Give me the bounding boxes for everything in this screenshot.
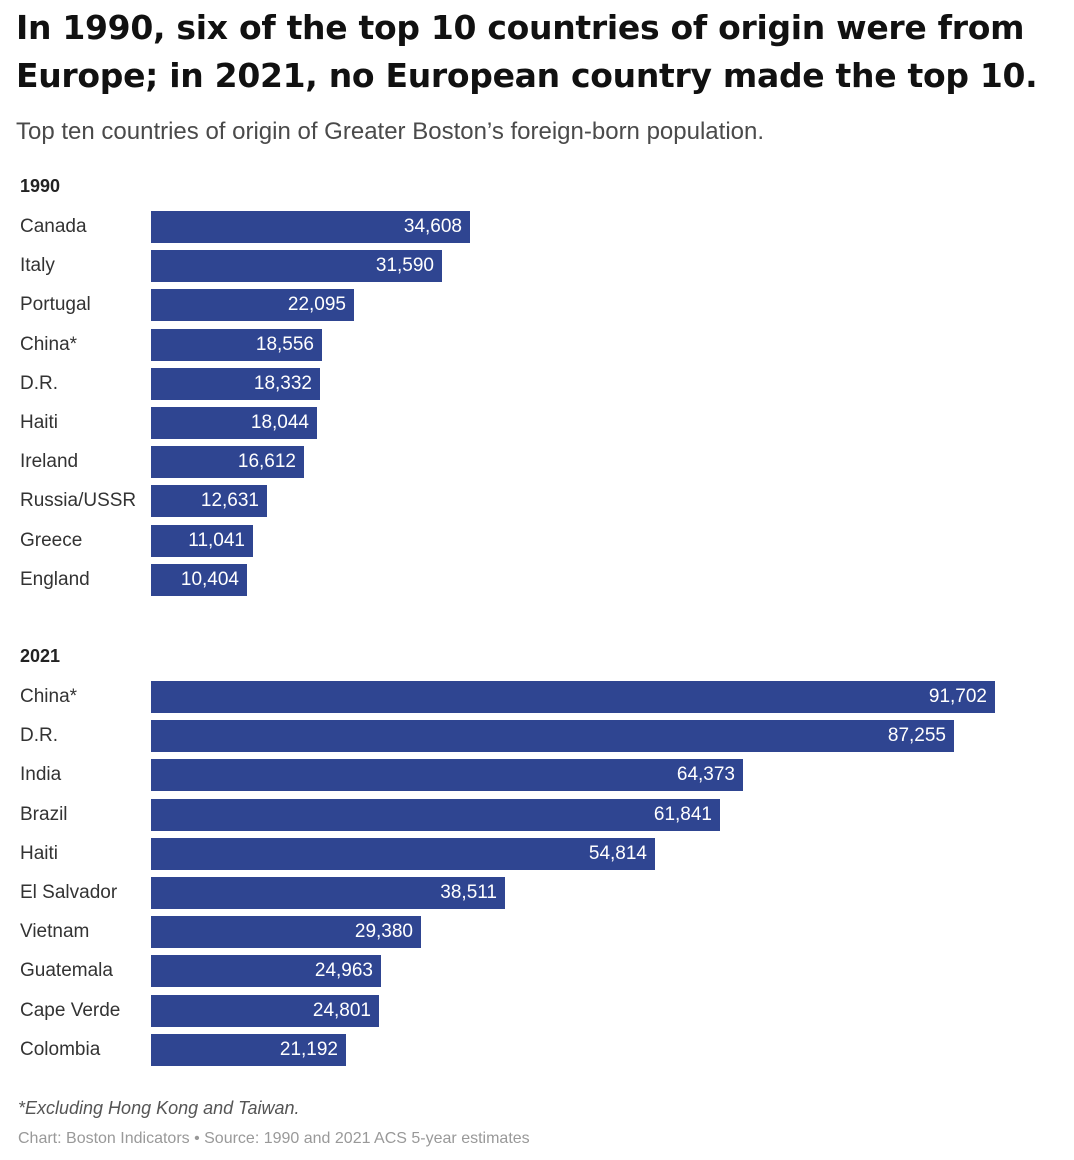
category-label-1990-haiti: Haiti xyxy=(20,412,59,433)
category-label-1990-ireland: Ireland xyxy=(20,451,79,472)
category-label-1990-china: China* xyxy=(20,334,78,355)
bar-2021-colombia xyxy=(151,1034,346,1066)
category-label-1990-england: England xyxy=(20,569,90,590)
bar-1990-canada xyxy=(151,211,470,243)
bar-2021-vietnam xyxy=(151,916,421,948)
bar-1990-haiti xyxy=(151,407,317,439)
value-label-1990-china: 18,556 xyxy=(255,334,314,355)
value-label-1990-ireland: 16,612 xyxy=(237,451,296,472)
value-label-2021-china: 91,702 xyxy=(928,686,987,707)
bar-2021-brazil xyxy=(151,799,720,831)
bar-1990-d-r xyxy=(151,368,320,400)
chart-title: In 1990, six of the top 10 countries of … xyxy=(16,8,1038,95)
category-label-2021-d-r: D.R. xyxy=(20,725,58,746)
bar-2021-d-r xyxy=(151,720,954,752)
chart-subtitle: Top ten countries of origin of Greater B… xyxy=(16,118,765,145)
bar-2021-haiti xyxy=(151,838,655,870)
bar-1990-england xyxy=(151,564,247,596)
section-label-2021: 2021 xyxy=(20,646,61,666)
value-label-2021-colombia: 21,192 xyxy=(279,1039,338,1060)
category-label-1990-portugal: Portugal xyxy=(20,294,91,315)
category-label-1990-d-r: D.R. xyxy=(20,373,58,394)
value-label-2021-vietnam: 29,380 xyxy=(354,921,413,942)
footnote: *Excluding Hong Kong and Taiwan. xyxy=(18,1098,300,1118)
category-label-2021-el-salvador: El Salvador xyxy=(20,882,118,903)
chart-credit: Chart: Boston Indicators • Source: 1990 … xyxy=(18,1130,530,1147)
value-label-1990-portugal: 22,095 xyxy=(287,294,346,315)
category-label-1990-canada: Canada xyxy=(20,216,87,237)
value-label-1990-d-r: 18,332 xyxy=(253,373,312,394)
bar-1990-greece xyxy=(151,525,253,557)
bar-1990-italy xyxy=(151,250,442,282)
bar-2021-el-salvador xyxy=(151,877,505,909)
bar-1990-portugal xyxy=(151,289,354,321)
category-label-1990-italy: Italy xyxy=(20,255,55,276)
value-label-2021-brazil: 61,841 xyxy=(653,804,712,825)
value-label-1990-canada: 34,608 xyxy=(403,216,462,237)
value-label-2021-cape-verde: 24,801 xyxy=(312,1000,371,1021)
bar-1990-russia-ussr xyxy=(151,485,267,517)
value-label-2021-haiti: 54,814 xyxy=(588,843,647,864)
bar-2021-india xyxy=(151,759,743,791)
category-label-2021-vietnam: Vietnam xyxy=(20,921,90,942)
value-label-2021-india: 64,373 xyxy=(676,764,735,785)
value-label-2021-guatemala: 24,963 xyxy=(314,960,373,981)
value-label-2021-d-r: 87,255 xyxy=(887,725,946,746)
category-label-1990-greece: Greece xyxy=(20,530,83,551)
bar-2021-guatemala xyxy=(151,955,381,987)
value-label-1990-england: 10,404 xyxy=(180,569,239,590)
value-label-1990-italy: 31,590 xyxy=(375,255,434,276)
value-label-1990-russia-ussr: 12,631 xyxy=(200,490,259,511)
section-label-1990: 1990 xyxy=(20,176,61,196)
category-label-2021-brazil: Brazil xyxy=(20,804,68,825)
bar-2021-cape-verde xyxy=(151,995,379,1027)
category-label-2021-cape-verde: Cape Verde xyxy=(20,1000,121,1021)
category-label-1990-russia-ussr: Russia/USSR xyxy=(20,490,137,511)
category-label-2021-india: India xyxy=(20,764,62,785)
value-label-2021-el-salvador: 38,511 xyxy=(440,882,497,903)
category-label-2021-china: China* xyxy=(20,686,78,707)
bar-1990-ireland xyxy=(151,446,304,478)
bar-2021-china xyxy=(151,681,995,713)
category-label-2021-haiti: Haiti xyxy=(20,843,59,864)
category-label-2021-guatemala: Guatemala xyxy=(20,960,113,981)
value-label-1990-haiti: 18,044 xyxy=(250,412,309,433)
bar-1990-china xyxy=(151,329,322,361)
category-label-2021-colombia: Colombia xyxy=(20,1039,101,1060)
value-label-1990-greece: 11,041 xyxy=(188,530,245,551)
